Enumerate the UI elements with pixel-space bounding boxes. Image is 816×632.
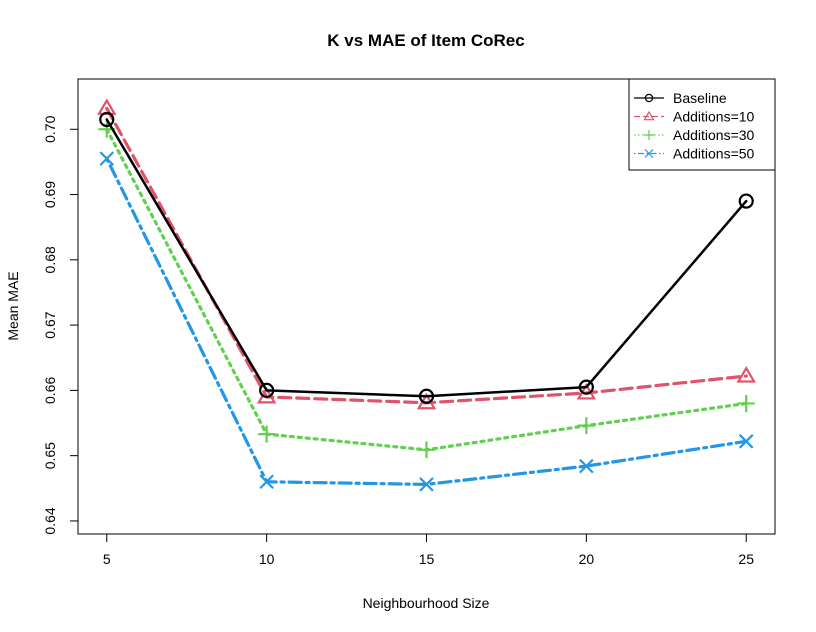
series-additions-50 bbox=[99, 151, 754, 492]
point-marker-plus bbox=[737, 394, 755, 412]
point-marker-cross bbox=[738, 434, 754, 449]
cross-b bbox=[99, 151, 115, 166]
series-additions-30 bbox=[98, 120, 755, 459]
legend-item: Additions=30 bbox=[634, 127, 755, 143]
point-marker-cross bbox=[99, 151, 115, 166]
point-marker-plus bbox=[418, 441, 435, 459]
legend-label: Additions=10 bbox=[673, 109, 755, 125]
y-tick-label: 0.69 bbox=[42, 181, 58, 208]
chart-title: K vs MAE of Item CoRec bbox=[327, 31, 524, 50]
point-marker-triangle bbox=[736, 366, 756, 383]
legend-marker-cross-b bbox=[644, 149, 654, 158]
point-marker-circle bbox=[259, 382, 275, 398]
series-line bbox=[105, 157, 748, 486]
x-tick-label: 15 bbox=[419, 551, 435, 567]
y-axis-label: Mean MAE bbox=[5, 271, 21, 340]
x-tick-label: 5 bbox=[103, 551, 111, 567]
legend-item: Baseline bbox=[634, 90, 727, 106]
legend-swatch-marker bbox=[643, 110, 655, 121]
cross-b bbox=[419, 477, 434, 492]
point-marker-circle bbox=[578, 379, 594, 395]
x-axis-label: Neighbourhood Size bbox=[363, 595, 490, 611]
y-axis: 0.64 0.65 0.66 0.67 0.68 0.69 0.70 bbox=[42, 115, 78, 535]
y-tick-label: 0.66 bbox=[42, 377, 58, 404]
legend-item: Additions=50 bbox=[634, 146, 755, 162]
series-line bbox=[105, 118, 748, 398]
y-tick-label: 0.70 bbox=[42, 115, 58, 142]
legend-marker-triangle bbox=[643, 110, 655, 121]
legend-item: Additions=10 bbox=[634, 109, 755, 125]
legend-swatch-marker bbox=[644, 149, 654, 158]
y-tick-label: 0.68 bbox=[42, 246, 58, 273]
x-tick-label: 25 bbox=[738, 551, 754, 567]
legend: Baseline Additions=10 Additions=30 Addition… bbox=[628, 78, 776, 171]
legend-label: Additions=30 bbox=[673, 127, 755, 143]
legend-label: Baseline bbox=[673, 90, 727, 106]
point-marker-circle bbox=[99, 111, 115, 128]
x-tick-label: 10 bbox=[259, 551, 275, 567]
legend-swatch-marker bbox=[644, 130, 654, 140]
point-marker-cross bbox=[259, 474, 274, 490]
series-layer bbox=[97, 98, 756, 492]
x-axis: 5 10 15 20 25 bbox=[103, 534, 754, 567]
legend-swatch-marker bbox=[644, 93, 654, 103]
legend-marker-circle bbox=[644, 93, 654, 103]
point-marker-circle bbox=[738, 193, 754, 209]
legend-box bbox=[628, 78, 776, 171]
point-marker-circle bbox=[418, 388, 435, 404]
x-tick-label: 20 bbox=[579, 551, 595, 567]
point-marker-plus bbox=[577, 417, 595, 435]
cross-b bbox=[259, 474, 274, 490]
legend-label: Additions=50 bbox=[673, 146, 755, 162]
series-baseline bbox=[99, 111, 754, 404]
point-marker-plus bbox=[258, 425, 276, 443]
y-tick-label: 0.65 bbox=[42, 442, 58, 469]
point-marker-cross bbox=[419, 477, 434, 492]
y-tick-label: 0.64 bbox=[42, 507, 58, 534]
cross-b bbox=[738, 434, 754, 449]
cross-b bbox=[579, 458, 594, 474]
point-marker-cross bbox=[579, 458, 594, 474]
y-tick-label: 0.67 bbox=[42, 311, 58, 338]
